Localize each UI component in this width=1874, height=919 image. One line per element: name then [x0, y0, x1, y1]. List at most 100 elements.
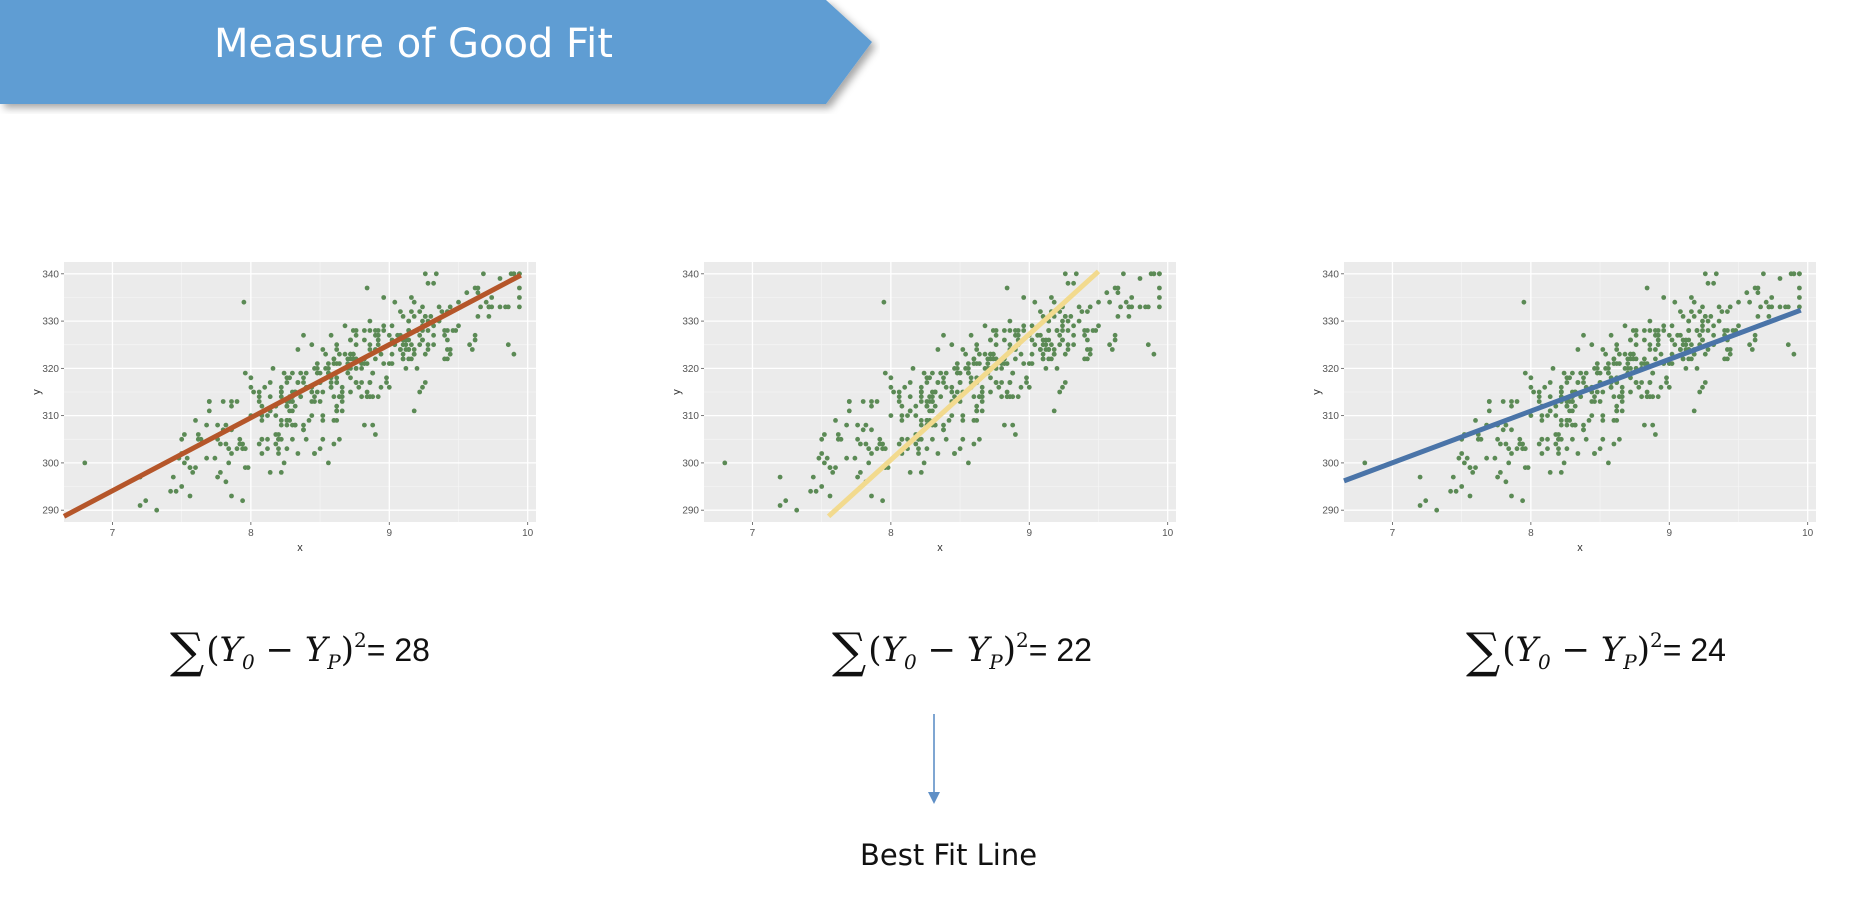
sse-formula-2: ∑(Y0 − YP)2= 22 — [832, 623, 1092, 679]
data-point — [1157, 304, 1162, 310]
data-point — [1797, 285, 1802, 291]
data-point — [966, 460, 971, 466]
data-point — [1021, 361, 1027, 366]
data-point — [918, 394, 924, 400]
data-point — [389, 323, 395, 329]
data-point — [999, 380, 1004, 385]
data-point — [240, 441, 246, 447]
data-point — [1021, 328, 1027, 333]
data-point — [1633, 342, 1639, 348]
data-point — [428, 314, 434, 319]
data-point — [1686, 356, 1692, 362]
data-point — [824, 455, 830, 461]
data-point — [1065, 328, 1071, 333]
data-point — [1763, 299, 1769, 305]
data-point — [916, 451, 921, 456]
data-point — [1608, 332, 1614, 338]
data-point — [1151, 351, 1157, 357]
data-point — [1558, 436, 1564, 442]
data-point — [456, 323, 461, 329]
data-point — [1642, 328, 1647, 333]
data-point — [1708, 314, 1714, 319]
data-point — [1002, 328, 1007, 333]
data-point — [1747, 342, 1752, 348]
data-point — [334, 375, 340, 381]
data-point — [924, 418, 930, 423]
data-point — [331, 441, 337, 447]
data-point — [215, 422, 221, 428]
data-point — [367, 318, 373, 324]
data-point — [869, 403, 874, 409]
data-point — [154, 507, 160, 513]
data-point — [1049, 295, 1054, 300]
data-point — [1085, 337, 1090, 343]
data-point — [899, 403, 905, 409]
data-point — [375, 337, 381, 343]
data-point — [827, 493, 833, 499]
data-point — [913, 413, 919, 418]
y-tick-label: 290 — [682, 506, 699, 517]
y-tick-label: 340 — [682, 269, 699, 280]
data-point — [373, 356, 378, 362]
data-point — [447, 351, 453, 357]
data-point — [328, 332, 334, 338]
data-point — [1655, 332, 1661, 338]
data-point — [229, 451, 234, 456]
data-point — [844, 455, 849, 461]
data-point — [1503, 479, 1509, 485]
x-tick-label: 9 — [1026, 528, 1032, 539]
data-point — [215, 474, 221, 480]
data-point — [1010, 370, 1016, 376]
y-tick-label: 290 — [42, 506, 59, 517]
data-point — [1691, 408, 1697, 414]
data-point — [320, 436, 326, 442]
data-point — [1029, 323, 1035, 329]
data-point — [1129, 295, 1135, 300]
data-point — [406, 347, 412, 352]
data-point — [1417, 474, 1423, 480]
data-point — [1636, 384, 1642, 390]
data-point — [963, 366, 968, 371]
data-point — [1711, 323, 1716, 329]
data-point — [1564, 403, 1570, 409]
data-point — [334, 361, 340, 366]
data-point — [409, 342, 414, 348]
data-point — [353, 342, 359, 348]
data-point — [1600, 418, 1606, 423]
data-point — [869, 427, 874, 433]
data-point — [1589, 413, 1595, 418]
data-point — [1509, 427, 1514, 433]
data-point — [323, 366, 328, 371]
data-point — [431, 332, 436, 338]
data-point — [179, 436, 185, 442]
data-point — [977, 351, 982, 357]
data-point — [977, 394, 982, 400]
data-point — [1644, 285, 1650, 291]
data-point — [924, 446, 930, 452]
data-point — [1062, 380, 1068, 385]
sse-value-3: = 24 — [1662, 632, 1726, 668]
data-point — [295, 380, 301, 385]
data-point — [1498, 470, 1503, 475]
data-point — [1625, 366, 1631, 371]
data-point — [1614, 342, 1620, 348]
data-point — [835, 432, 841, 437]
data-point — [198, 436, 204, 442]
data-point — [447, 304, 453, 310]
data-point — [284, 418, 290, 423]
down-arrow-icon — [928, 714, 940, 804]
x-tick-label: 10 — [1802, 528, 1814, 539]
data-point — [334, 347, 340, 352]
data-point — [1118, 304, 1123, 310]
data-point — [262, 384, 268, 390]
data-point — [1791, 351, 1797, 357]
data-point — [1653, 432, 1658, 437]
data-point — [907, 408, 913, 414]
data-point — [1570, 436, 1575, 442]
data-point — [386, 384, 392, 390]
data-point — [1658, 351, 1664, 357]
data-point — [206, 399, 212, 404]
data-point — [312, 451, 317, 456]
data-point — [373, 432, 378, 437]
data-point — [431, 280, 436, 286]
